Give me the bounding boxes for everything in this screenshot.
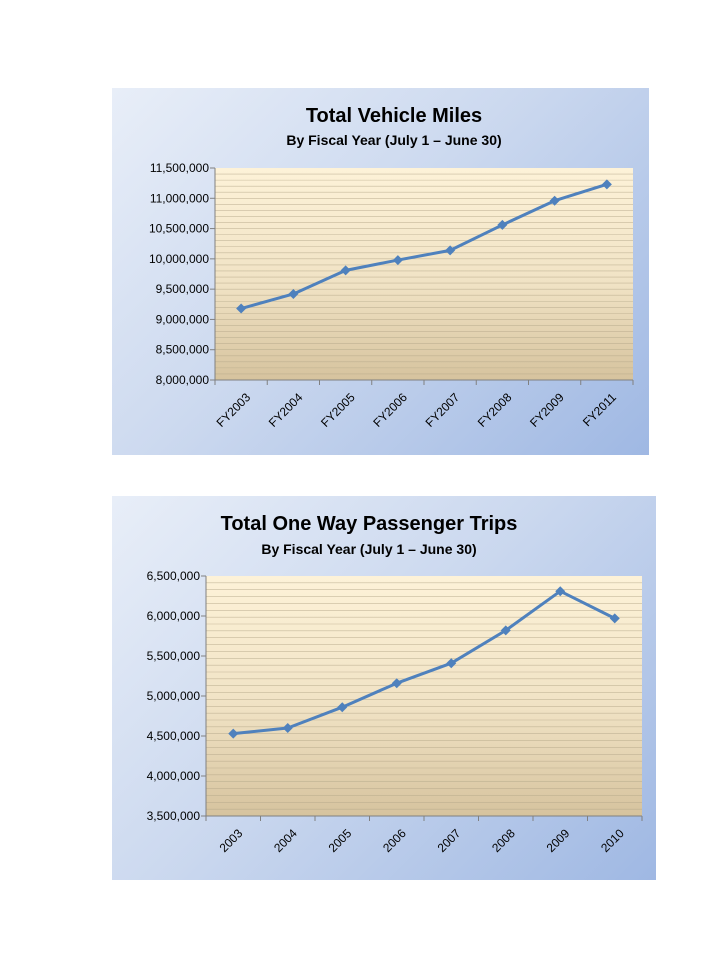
x-tick-label: FY2003 bbox=[214, 390, 254, 430]
data-point bbox=[555, 586, 566, 597]
x-tick-label: FY2007 bbox=[423, 390, 463, 430]
passenger-trips-chart: Total One Way Passenger Trips By Fiscal … bbox=[112, 496, 656, 880]
y-tick-label: 6,000,000 bbox=[147, 609, 201, 623]
x-tick-label: 2005 bbox=[326, 826, 355, 855]
data-point bbox=[549, 195, 560, 206]
x-tick-label: FY2005 bbox=[318, 390, 358, 430]
y-tick-label: 6,500,000 bbox=[147, 569, 201, 583]
x-tick-label: 2009 bbox=[544, 826, 573, 855]
data-point bbox=[392, 255, 403, 266]
y-tick-label: 4,000,000 bbox=[147, 769, 201, 783]
y-tick-label: 11,000,000 bbox=[150, 191, 209, 205]
x-tick-label: FY2006 bbox=[370, 390, 410, 430]
x-tick-label: 2008 bbox=[489, 826, 518, 855]
series-line bbox=[233, 589, 616, 736]
y-tick-label: 5,000,000 bbox=[147, 689, 201, 703]
data-point bbox=[609, 613, 620, 624]
chart-subtitle: By Fiscal Year (July 1 – June 30) bbox=[261, 541, 476, 557]
series-line bbox=[240, 182, 608, 310]
y-tick-label: 5,500,000 bbox=[147, 649, 201, 663]
y-tick-label: 4,500,000 bbox=[147, 729, 201, 743]
data-point bbox=[337, 702, 348, 713]
vehicle-miles-chart-svg: Total Vehicle Miles By Fiscal Year (July… bbox=[149, 105, 634, 430]
data-point bbox=[500, 625, 511, 636]
vehicle-miles-chart: Total Vehicle Miles By Fiscal Year (July… bbox=[112, 88, 649, 455]
x-tick-label: 2003 bbox=[217, 826, 246, 855]
x-tick-label: FY2004 bbox=[266, 390, 306, 430]
y-tick-label: 8,500,000 bbox=[156, 343, 210, 357]
data-point bbox=[601, 179, 612, 190]
data-point bbox=[340, 265, 351, 276]
y-tick-label: 9,500,000 bbox=[156, 282, 210, 296]
data-point bbox=[445, 245, 456, 256]
y-tick-label: 11,500,000 bbox=[150, 161, 209, 175]
data-point bbox=[446, 658, 457, 669]
data-point bbox=[288, 288, 299, 299]
x-tick-label: FY2009 bbox=[527, 390, 567, 430]
y-tick-label: 3,500,000 bbox=[147, 809, 201, 823]
chart-title: Total Vehicle Miles bbox=[306, 105, 482, 127]
x-tick-label: 2010 bbox=[598, 826, 627, 855]
plot-area bbox=[206, 576, 642, 816]
data-point bbox=[391, 678, 402, 689]
data-point bbox=[236, 303, 247, 314]
y-tick-label: 8,000,000 bbox=[156, 373, 210, 387]
x-tick-label: 2007 bbox=[435, 826, 464, 855]
chart-title: Total One Way Passenger Trips bbox=[221, 513, 518, 535]
passenger-trips-chart-svg: Total One Way Passenger Trips By Fiscal … bbox=[147, 513, 643, 855]
data-point bbox=[497, 219, 508, 230]
y-tick-label: 10,500,000 bbox=[149, 222, 209, 236]
plot-area bbox=[215, 168, 633, 380]
y-tick-label: 10,000,000 bbox=[149, 252, 209, 266]
data-point bbox=[282, 723, 293, 733]
x-tick-label: 2004 bbox=[271, 826, 300, 855]
data-point bbox=[228, 728, 239, 739]
y-tick-label: 9,000,000 bbox=[156, 312, 210, 326]
x-tick-label: 2006 bbox=[380, 826, 409, 855]
x-tick-label: FY2011 bbox=[580, 390, 619, 429]
x-tick-label: FY2008 bbox=[475, 390, 515, 430]
chart-subtitle: By Fiscal Year (July 1 – June 30) bbox=[286, 132, 501, 148]
